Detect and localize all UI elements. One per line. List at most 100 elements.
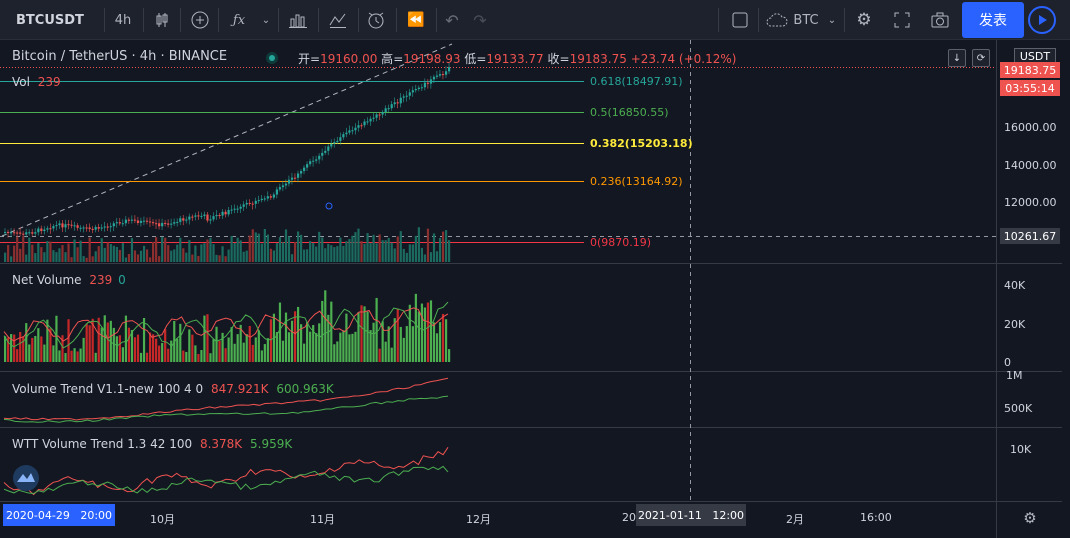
candle-body (191, 216, 194, 218)
net-volume-bar (348, 334, 351, 362)
currency-badge[interactable]: USDT (1014, 48, 1056, 65)
candle-body (236, 208, 239, 210)
chevron-down-icon[interactable]: ⌄ (261, 14, 271, 26)
volume-bar (215, 254, 218, 262)
candle-body (179, 218, 182, 222)
wtt-value: 8.378K (199, 437, 243, 451)
net-volume-bar (49, 328, 52, 362)
top-toolbar: BTCUSDT 4h ƒx ⌄ ⏪ ↶ ↷ BTC ⌄ ⚙ 发表 (0, 0, 1070, 40)
interval-selector[interactable]: 4h (114, 12, 132, 28)
volume-bar (411, 244, 414, 262)
volume-bar (324, 248, 327, 262)
chevron-down-icon[interactable]: ⌄ (827, 14, 837, 26)
volume-bar (233, 243, 236, 262)
net-volume-value-2: 0 (118, 273, 126, 287)
net-volume-bar (309, 331, 312, 362)
net-volume-bar (103, 315, 106, 362)
net-volume-bar (167, 348, 170, 362)
net-volume-bar (88, 325, 91, 362)
layout-icon[interactable] (726, 0, 754, 40)
net-volume-bar (112, 327, 115, 362)
candle-body (290, 177, 294, 180)
volume-bar (251, 229, 254, 262)
time-tick: 10月 (150, 513, 175, 526)
publish-button[interactable]: 发表 (962, 2, 1024, 38)
volume-bar (212, 244, 215, 262)
symbol-search[interactable]: BTCUSDT (16, 12, 84, 28)
undo-icon[interactable]: ↶ (445, 10, 459, 30)
redo-icon[interactable]: ↷ (473, 10, 487, 30)
alert-icon[interactable] (362, 0, 390, 40)
volume-bar (405, 252, 408, 262)
scroll-down-icon[interactable]: ↓ (948, 49, 966, 67)
candles-icon[interactable] (148, 0, 176, 40)
volume-trend-tick: 500K (1004, 402, 1033, 415)
templates-icon[interactable] (324, 0, 352, 40)
volume-bar (133, 250, 137, 262)
net-volume-bar (360, 305, 363, 362)
net-volume-bar (303, 343, 306, 362)
fullscreen-icon[interactable] (888, 0, 916, 40)
volume-bar (112, 245, 115, 262)
candle-body (167, 223, 170, 225)
candle-body (112, 223, 115, 227)
volume-bar (152, 241, 155, 262)
settings-gear-icon[interactable]: ⚙ (1023, 509, 1037, 527)
candle-body (73, 225, 76, 227)
net-volume-bar (315, 333, 318, 362)
replay-icon[interactable]: ⏪ (407, 12, 425, 28)
gear-icon[interactable]: ⚙ (856, 10, 872, 30)
candle-body (324, 150, 327, 153)
candle-body (266, 196, 269, 199)
volume-bar (203, 243, 206, 262)
candle-body (393, 102, 396, 105)
volume-bar (230, 235, 233, 262)
volume-bar (239, 240, 242, 262)
net-volume-bar (254, 337, 257, 362)
candle-body (414, 88, 417, 91)
financials-icon[interactable] (284, 0, 312, 40)
add-compare-icon[interactable] (186, 0, 214, 40)
volume-bar (76, 247, 79, 262)
volume-bar (393, 248, 396, 262)
candle-body (345, 132, 348, 135)
net-volume-legend: Net Volume 239 0 (12, 273, 126, 287)
indicators-icon[interactable]: ƒx (232, 12, 246, 28)
time-tick: 11月 (310, 513, 335, 526)
candle-body (351, 130, 354, 132)
net-volume-bar (121, 347, 124, 362)
candle-body (139, 220, 143, 223)
play-icon[interactable] (1028, 6, 1056, 34)
candle-body (31, 232, 34, 234)
net-volume-bar (441, 313, 445, 362)
change-value: +23.74 (+0.12%) (630, 52, 737, 66)
net-volume-bar (4, 336, 7, 362)
currency-label[interactable]: BTC (793, 12, 819, 28)
candle-body (209, 219, 212, 221)
candle-body (315, 159, 318, 161)
net-volume-bar (34, 335, 37, 362)
net-volume-bar (263, 344, 266, 362)
volume-bar (357, 228, 360, 262)
indicator-lines (3, 301, 449, 496)
candle-body (309, 161, 312, 165)
volume-bar (61, 245, 64, 262)
market-status-icon[interactable] (266, 52, 278, 64)
net-volume-bar (191, 334, 194, 362)
divider (718, 8, 719, 32)
net-volume-bar (46, 319, 49, 362)
open-label: 开 (298, 52, 311, 66)
net-volume-bar (245, 334, 248, 362)
net-volume-bar (429, 300, 433, 362)
candle-body (7, 231, 10, 233)
volume-bar (130, 238, 134, 262)
camera-icon[interactable] (926, 0, 954, 40)
volume-bar (52, 250, 55, 262)
volume-bar (354, 232, 357, 262)
cloud-icon[interactable] (764, 0, 790, 40)
reset-icon[interactable]: ⟳ (972, 49, 990, 67)
vol-value: 239 (37, 75, 61, 89)
candle-body (152, 222, 155, 224)
open-value: 19160.00 (320, 52, 378, 66)
